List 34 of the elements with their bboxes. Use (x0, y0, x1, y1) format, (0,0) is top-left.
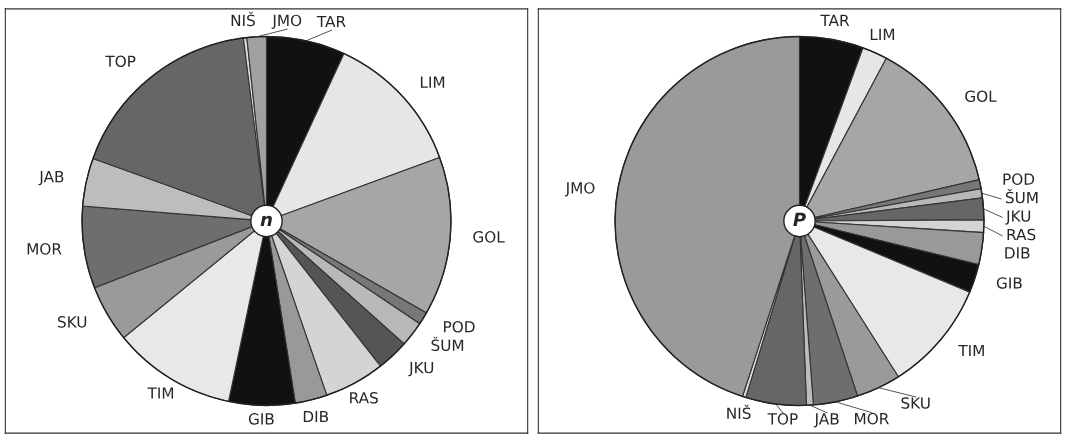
slice-label: JMO (564, 182, 595, 197)
slice-label: GOL (473, 231, 505, 243)
slice-label: TIM (147, 387, 174, 399)
slice-label: NIŠ (231, 11, 255, 27)
slice-label: POD (444, 321, 475, 333)
slice-label: GIB (996, 277, 1022, 289)
slice-label: TAR (820, 14, 850, 26)
slice-label: RAS (1007, 228, 1036, 241)
slice-label: DIB (1005, 247, 1030, 259)
slice-label: POD (1003, 173, 1035, 185)
slice-label: JKU (1005, 210, 1031, 225)
slice-label: SKU (901, 397, 930, 409)
slice-label: SKU (58, 316, 87, 328)
slice-label: TIM (958, 344, 984, 357)
slice-label: MOR (27, 243, 62, 255)
slice-label: LIM (870, 28, 895, 40)
slice-label: NIŠ (727, 404, 751, 420)
slice-label: TOP (767, 413, 798, 425)
slice-label: MOR (855, 412, 889, 425)
slice-label: GOL (965, 90, 997, 103)
slice-label: JAB (813, 413, 839, 428)
slice-label: ŠUM (431, 336, 464, 351)
text: P (793, 212, 806, 226)
slice-label: GIB (248, 413, 274, 425)
slice-label: JMO (271, 14, 302, 30)
slice-label: JKU (408, 362, 434, 377)
slice-label: TOP (105, 55, 136, 68)
slice-label: JAB (38, 171, 64, 186)
slice-label: TAR (316, 15, 346, 28)
slice-label: DIB (303, 410, 329, 423)
text: n (260, 215, 272, 226)
slice-label: ŠUM (1005, 188, 1038, 204)
slice-label: LIM (420, 76, 445, 88)
slice-label: RAS (350, 392, 378, 404)
